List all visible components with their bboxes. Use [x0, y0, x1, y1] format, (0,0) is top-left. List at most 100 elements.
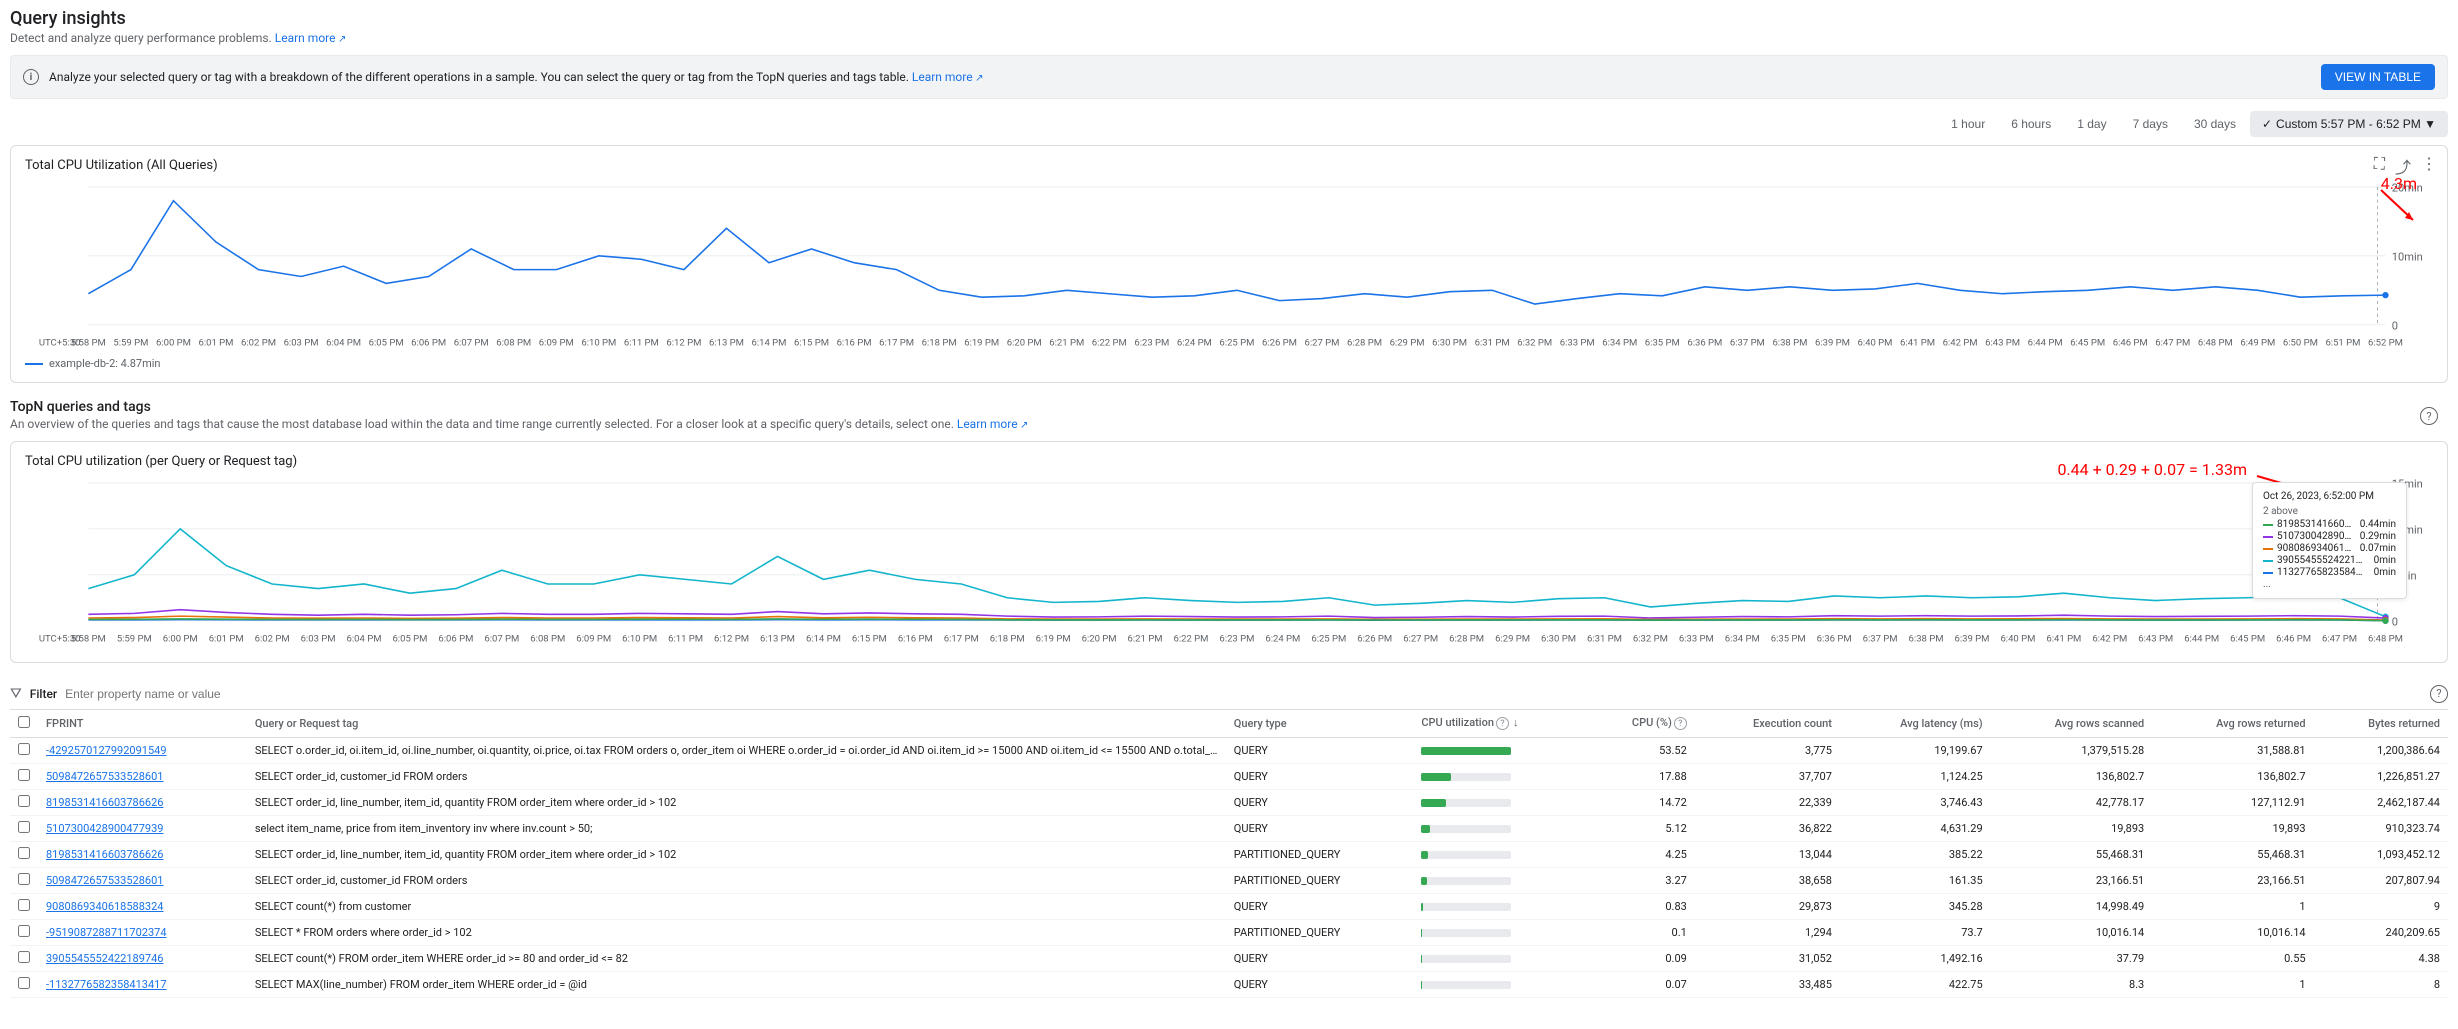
bytes-returned: 2,462,187.44	[2314, 789, 2448, 815]
rows-scanned: 37.79	[1991, 945, 2153, 971]
avg-latency: 1,124.25	[1840, 763, 1991, 789]
svg-text:6:45 PM: 6:45 PM	[2070, 337, 2105, 348]
select-all-checkbox[interactable]	[18, 716, 30, 728]
col-query[interactable]: Query or Request tag	[247, 710, 1226, 738]
rows-returned: 1	[2152, 971, 2313, 997]
custom-range-label: Custom 5:57 PM - 6:52 PM	[2276, 117, 2421, 131]
row-checkbox[interactable]	[18, 743, 30, 755]
cpu-util-bar	[1413, 971, 1586, 997]
fprint-link[interactable]: -1132776582358413417	[46, 978, 167, 991]
svg-text:6:17 PM: 6:17 PM	[944, 634, 979, 645]
col-exec[interactable]: Execution count	[1695, 710, 1840, 738]
fprint-link[interactable]: 5107300428900477939	[46, 822, 163, 835]
svg-text:6:15 PM: 6:15 PM	[794, 337, 829, 348]
learn-more-link[interactable]: Learn more	[275, 31, 347, 45]
svg-text:6:03 PM: 6:03 PM	[301, 634, 336, 645]
filter-input[interactable]	[65, 687, 2422, 701]
svg-text:6:28 PM: 6:28 PM	[1449, 634, 1484, 645]
exec-count: 1,294	[1695, 919, 1840, 945]
svg-text:6:33 PM: 6:33 PM	[1679, 634, 1714, 645]
filter-help-icon[interactable]: ?	[2430, 685, 2448, 703]
row-checkbox[interactable]	[18, 795, 30, 807]
fprint-link[interactable]: -4292570127992091549	[46, 744, 167, 757]
info-learn-more-link[interactable]: Learn more	[912, 70, 984, 84]
exec-count: 22,339	[1695, 789, 1840, 815]
tooltip-more: ...	[2263, 579, 2396, 590]
fprint-link[interactable]: 9080869340618588324	[46, 900, 163, 913]
query-type: QUERY	[1226, 815, 1414, 841]
svg-text:6:37 PM: 6:37 PM	[1863, 634, 1898, 645]
fprint-link[interactable]: -9519087288711702374	[46, 926, 167, 939]
avg-latency: 19,199.67	[1840, 737, 1991, 763]
svg-text:5:58 PM: 5:58 PM	[71, 634, 106, 645]
row-checkbox[interactable]	[18, 899, 30, 911]
rows-returned: 127,112.91	[2152, 789, 2313, 815]
chart-more-icon[interactable]: ⋮	[2421, 154, 2437, 178]
col-ret[interactable]: Avg rows returned	[2152, 710, 2313, 738]
time-range-1hour[interactable]: 1 hour	[1939, 111, 1997, 137]
col-fprint[interactable]: FPRINT	[38, 710, 247, 738]
table-row: 5098472657533528601 SELECT order_id, cus…	[10, 867, 2448, 893]
row-checkbox[interactable]	[18, 925, 30, 937]
exec-count: 37,707	[1695, 763, 1840, 789]
exec-count: 3,775	[1695, 737, 1840, 763]
row-checkbox[interactable]	[18, 977, 30, 989]
row-checkbox[interactable]	[18, 951, 30, 963]
query-type: QUERY	[1226, 763, 1414, 789]
info-icon: i	[23, 69, 39, 85]
view-in-table-button[interactable]: VIEW IN TABLE	[2321, 64, 2435, 90]
svg-text:6:21 PM: 6:21 PM	[1049, 337, 1084, 348]
time-range-6hours[interactable]: 6 hours	[1999, 111, 2063, 137]
fprint-link[interactable]: 8198531416603786626	[46, 848, 163, 861]
query-type: PARTITIONED_QUERY	[1226, 867, 1414, 893]
exec-count: 13,044	[1695, 841, 1840, 867]
row-checkbox[interactable]	[18, 873, 30, 885]
fprint-link[interactable]: 5098472657533528601	[46, 770, 163, 783]
chart-share-icon[interactable]: ⤴	[2395, 154, 2411, 178]
svg-text:6:06 PM: 6:06 PM	[411, 337, 446, 348]
col-scan[interactable]: Avg rows scanned	[1991, 710, 2153, 738]
col-cpu-pct[interactable]: CPU (%)?	[1586, 710, 1694, 738]
table-row: 5107300428900477939 select item_name, pr…	[10, 815, 2448, 841]
table-row: 3905545552422189746 SELECT count(*) FROM…	[10, 945, 2448, 971]
col-bytes[interactable]: Bytes returned	[2314, 710, 2448, 738]
svg-text:6:41 PM: 6:41 PM	[1900, 337, 1935, 348]
total-cpu-card: Total CPU Utilization (All Queries) ⛶ ⤴ …	[10, 145, 2448, 383]
cpu-util-bar	[1413, 945, 1586, 971]
query-text: SELECT * FROM orders where order_id > 10…	[247, 919, 1226, 945]
fprint-link[interactable]: 3905545552422189746	[46, 952, 163, 965]
svg-text:6:29 PM: 6:29 PM	[1390, 337, 1425, 348]
row-checkbox[interactable]	[18, 769, 30, 781]
svg-text:6:46 PM: 6:46 PM	[2113, 337, 2148, 348]
topn-learn-more-link[interactable]: Learn more	[957, 417, 1029, 431]
cpu-pct: 0.07	[1586, 971, 1694, 997]
time-range-custom[interactable]: ✓Custom 5:57 PM - 6:52 PM ▼	[2250, 111, 2448, 137]
col-lat[interactable]: Avg latency (ms)	[1840, 710, 1991, 738]
fprint-link[interactable]: 5098472657533528601	[46, 874, 163, 887]
info-text: Analyze your selected query or tag with …	[49, 70, 983, 84]
row-checkbox[interactable]	[18, 821, 30, 833]
col-cpu-util[interactable]: CPU utilization?↓	[1413, 710, 1586, 738]
exec-count: 38,658	[1695, 867, 1840, 893]
svg-text:6:03 PM: 6:03 PM	[284, 337, 319, 348]
filter-icon: ⛛	[10, 686, 22, 702]
time-range-7days[interactable]: 7 days	[2121, 111, 2180, 137]
cpu-pct: 0.83	[1586, 893, 1694, 919]
time-range-30days[interactable]: 30 days	[2182, 111, 2248, 137]
svg-text:6:28 PM: 6:28 PM	[1347, 337, 1382, 348]
avg-latency: 3,746.43	[1840, 789, 1991, 815]
svg-text:6:27 PM: 6:27 PM	[1403, 634, 1438, 645]
fprint-link[interactable]: 8198531416603786626	[46, 796, 163, 809]
svg-text:6:26 PM: 6:26 PM	[1262, 337, 1297, 348]
row-checkbox[interactable]	[18, 847, 30, 859]
chart2-title: Total CPU utilization (per Query or Requ…	[25, 454, 2433, 469]
svg-text:6:24 PM: 6:24 PM	[1177, 337, 1212, 348]
query-type: PARTITIONED_QUERY	[1226, 919, 1414, 945]
rows-scanned: 1,379,515.28	[1991, 737, 2153, 763]
svg-text:6:09 PM: 6:09 PM	[539, 337, 574, 348]
topn-title: TopN queries and tags	[10, 399, 2448, 415]
svg-text:6:45 PM: 6:45 PM	[2230, 634, 2265, 645]
time-range-1day[interactable]: 1 day	[2065, 111, 2118, 137]
chart-expand-icon[interactable]: ⛶	[2374, 154, 2385, 178]
col-type[interactable]: Query type	[1226, 710, 1414, 738]
